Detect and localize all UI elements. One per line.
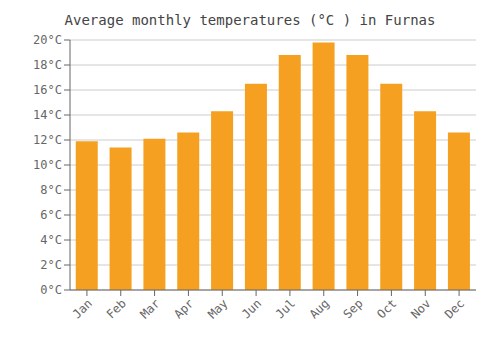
svg-text:Jan: Jan bbox=[70, 296, 95, 321]
svg-text:18°C: 18°C bbox=[33, 58, 62, 72]
svg-text:Nov: Nov bbox=[408, 296, 433, 321]
svg-text:4°C: 4°C bbox=[40, 233, 62, 247]
svg-text:10°C: 10°C bbox=[33, 158, 62, 172]
svg-text:May: May bbox=[205, 296, 230, 321]
svg-text:14°C: 14°C bbox=[33, 108, 62, 122]
svg-text:Dec: Dec bbox=[442, 296, 467, 321]
svg-text:Jun: Jun bbox=[239, 296, 264, 321]
svg-text:Apr: Apr bbox=[171, 296, 196, 321]
svg-text:Aug: Aug bbox=[307, 296, 332, 321]
svg-text:8°C: 8°C bbox=[40, 183, 62, 197]
svg-text:Oct: Oct bbox=[374, 296, 399, 321]
svg-text:Feb: Feb bbox=[104, 296, 129, 321]
svg-text:Jul: Jul bbox=[273, 296, 298, 321]
svg-text:20°C: 20°C bbox=[33, 33, 62, 47]
svg-text:Mar: Mar bbox=[137, 296, 162, 321]
svg-text:12°C: 12°C bbox=[33, 133, 62, 147]
svg-text:0°C: 0°C bbox=[40, 283, 62, 297]
svg-text:2°C: 2°C bbox=[40, 258, 62, 272]
svg-text:Sep: Sep bbox=[340, 296, 365, 321]
svg-text:16°C: 16°C bbox=[33, 83, 62, 97]
html-text:Average monthly temperatures (: Average monthly temperatures (°C ) in Fu… bbox=[64, 12, 436, 28]
svg-text:6°C: 6°C bbox=[40, 208, 62, 222]
